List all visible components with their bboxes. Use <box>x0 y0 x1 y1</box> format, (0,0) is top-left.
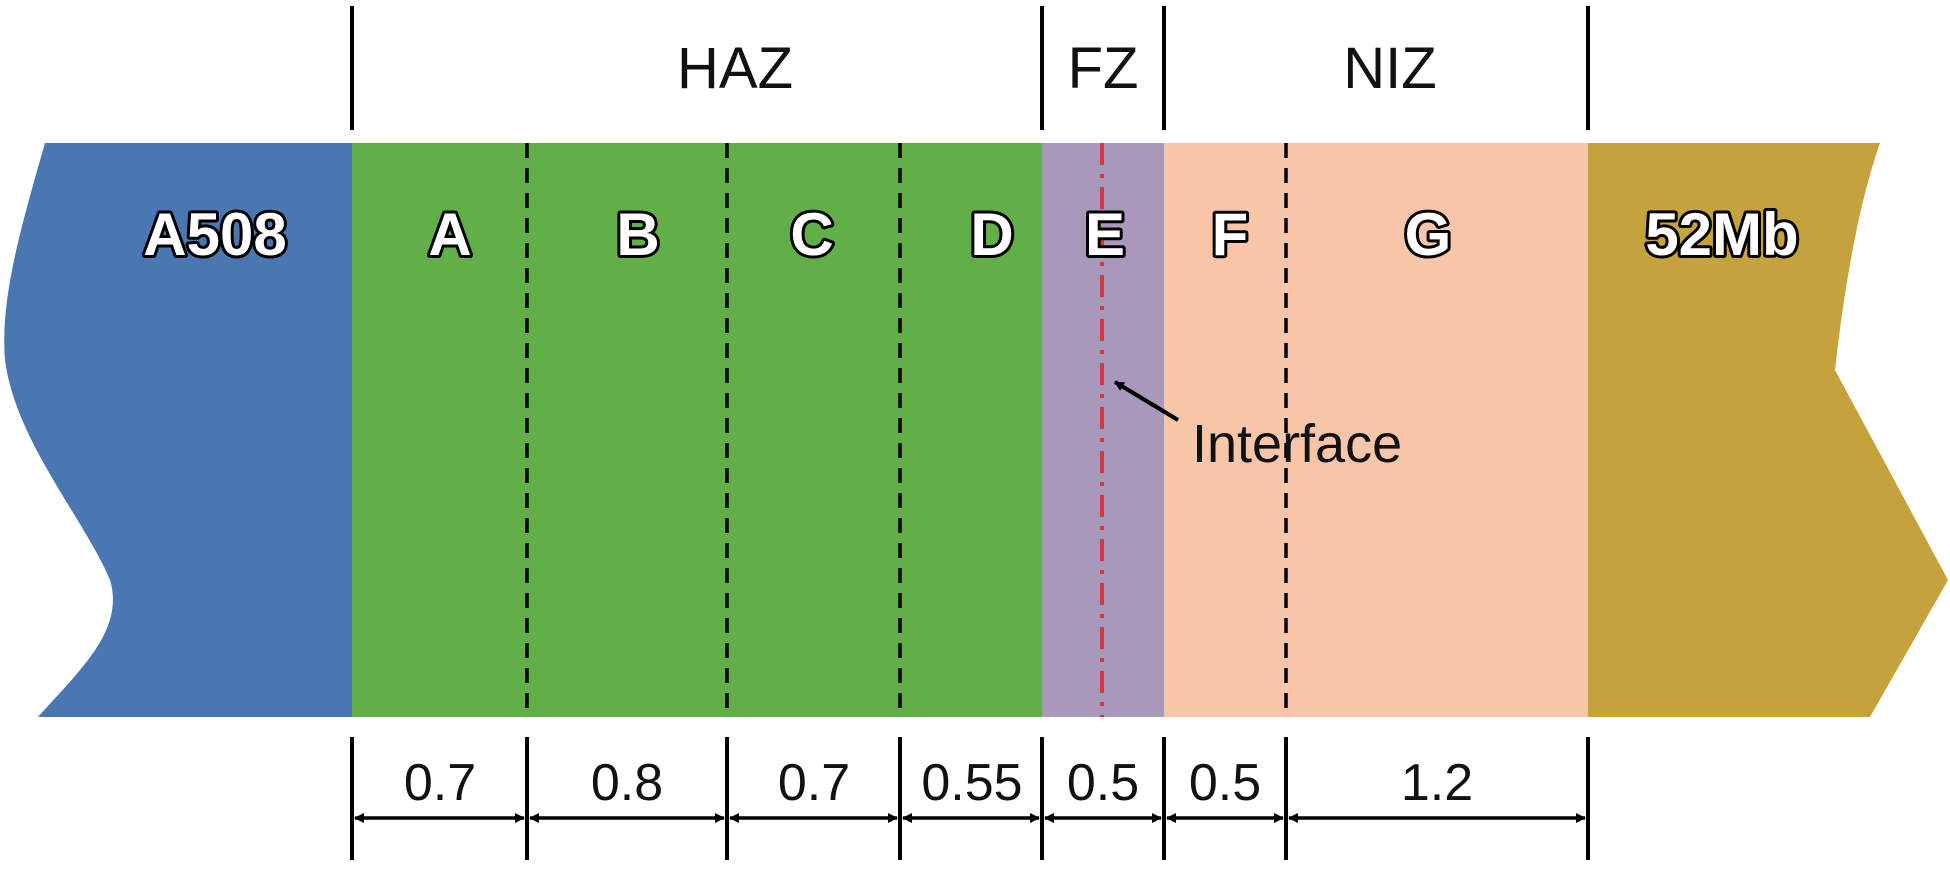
zone-label-e: E <box>1085 201 1125 268</box>
52mb-region <box>1588 143 1948 717</box>
zone-label-b: B <box>616 201 659 268</box>
zone-label-f: F <box>1212 201 1249 268</box>
interface-arrow <box>1113 380 1180 422</box>
zone-label-d: D <box>970 201 1013 268</box>
zone-b-region <box>527 143 727 717</box>
zone-label-c: C <box>790 201 833 268</box>
dimension-value-b: 0.8 <box>591 754 663 812</box>
dimension-value-g: 1.2 <box>1401 754 1473 812</box>
interface-label: Interface <box>1192 414 1402 474</box>
dimension-value-f: 0.5 <box>1189 754 1261 812</box>
dimension-value-c: 0.7 <box>778 754 850 812</box>
group-ticks <box>350 6 1590 130</box>
zone-label-a: A <box>428 201 471 268</box>
group-label-haz: HAZ <box>677 36 793 101</box>
zone-a-region <box>352 143 527 717</box>
dimension-value-d: 0.55 <box>921 754 1022 812</box>
zone-f-region <box>1164 143 1286 717</box>
dimension-value-e: 0.5 <box>1067 754 1139 812</box>
zone-d-region <box>900 143 1042 717</box>
zone-c-region <box>727 143 900 717</box>
material-label-52mb: 52Mb <box>1645 201 1798 268</box>
zone-boundaries <box>525 143 1288 717</box>
group-label-fz: FZ <box>1068 36 1139 101</box>
a508-region <box>4 143 352 717</box>
zone-g-region <box>1286 143 1588 717</box>
zone-label-g: G <box>1405 201 1452 268</box>
material-label-a508: A508 <box>143 201 286 268</box>
group-label-niz: NIZ <box>1343 36 1436 101</box>
dimension-ticks <box>350 737 1590 860</box>
dimension-value-a: 0.7 <box>404 754 476 812</box>
